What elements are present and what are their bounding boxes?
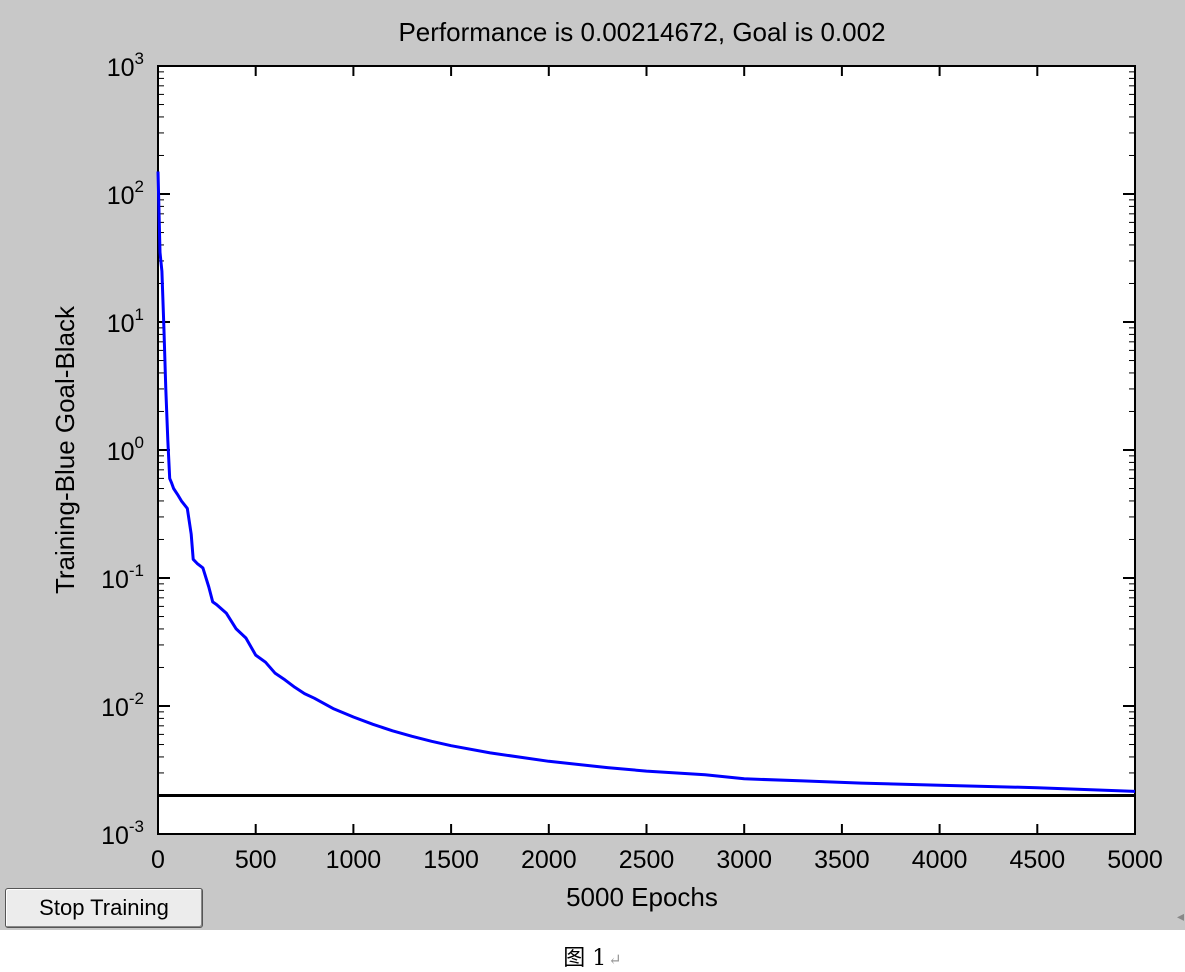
y-tick-label: 103 xyxy=(107,49,144,82)
chart-title: Performance is 0.00214672, Goal is 0.002 xyxy=(398,17,885,47)
tick-marks xyxy=(157,65,1136,835)
x-tick-label: 4500 xyxy=(1009,846,1065,874)
x-axis-label: 5000 Epochs xyxy=(566,882,718,912)
paragraph-mark-icon: ↵ xyxy=(608,950,622,969)
series-layer xyxy=(156,171,1136,797)
x-tick-label: 500 xyxy=(235,846,277,874)
x-tick-label: 0 xyxy=(151,846,165,874)
x-tick-label: 5000 xyxy=(1107,846,1163,874)
x-tick-label: 4000 xyxy=(912,846,968,874)
edge-arrow-icon: ◂ xyxy=(1177,908,1185,924)
stop-training-button[interactable]: Stop Training xyxy=(5,888,203,928)
x-tick-label: 3000 xyxy=(716,846,772,874)
performance-chart: 0 500 1000 1500 2000 2500 3000 3500 4000 4500 5000… xyxy=(50,17,1163,912)
y-tick-label: 10-3 xyxy=(101,817,144,850)
y-tick-label: 100 xyxy=(107,433,144,466)
training-series-line xyxy=(156,171,1136,793)
x-tick-label: 3500 xyxy=(814,846,870,874)
figure-caption: 图 1 ↵ xyxy=(0,940,1185,972)
y-axis-label: Training-Blue Goal-Black xyxy=(50,305,80,594)
y-tick-label: 102 xyxy=(107,177,144,210)
y-tick-labels: 10-3 10-2 10-1 100 101 102 103 xyxy=(101,49,144,850)
minor-ticks xyxy=(158,71,1135,796)
y-tick-label: 101 xyxy=(107,305,144,338)
x-tick-label: 1000 xyxy=(326,846,382,874)
x-tick-labels: 0 500 1000 1500 2000 2500 3000 3500 4000 4500 5000 xyxy=(151,846,1163,874)
x-tick-label: 2500 xyxy=(619,846,675,874)
y-tick-label: 10-2 xyxy=(101,689,144,722)
x-tick-label: 1500 xyxy=(423,846,479,874)
plot-area xyxy=(157,65,1136,835)
x-tick-label: 2000 xyxy=(521,846,577,874)
y-tick-label: 10-1 xyxy=(101,561,144,594)
caption-text: 图 1 xyxy=(563,946,607,971)
figure-window: 0 500 1000 1500 2000 2500 3000 3500 4000 4500 5000… xyxy=(0,0,1185,930)
